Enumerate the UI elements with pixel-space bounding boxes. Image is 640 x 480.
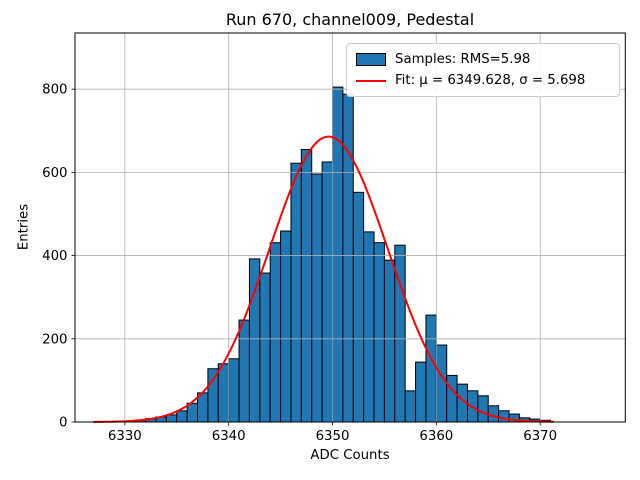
y-tick-label: 600	[42, 166, 67, 181]
histogram-bar	[363, 231, 375, 423]
histogram-swatch-icon	[356, 53, 386, 66]
y-tick-label: 800	[42, 83, 67, 98]
histogram-bar	[321, 161, 333, 423]
histogram-bar	[300, 148, 313, 423]
histogram-bar	[228, 358, 240, 423]
x-tick-label: 6360	[419, 429, 453, 444]
fit-curve	[92, 135, 555, 423]
histogram-bar	[280, 230, 292, 423]
y-tick-label: 400	[42, 249, 67, 264]
histogram-bar	[176, 410, 188, 423]
histogram-bar	[269, 242, 282, 423]
histogram-bar	[352, 191, 365, 423]
histogram-bar	[290, 162, 302, 423]
axes-spines	[74, 32, 626, 423]
histogram-bar	[238, 319, 250, 423]
histogram-bar	[311, 173, 323, 423]
legend-box: Samples: RMS=5.98 Fit: μ = 6349.628, σ =…	[346, 43, 620, 97]
histogram-bar	[207, 368, 219, 423]
chart-title: Run 670, channel009, Pedestal	[225, 10, 475, 29]
histogram-bar	[186, 402, 199, 423]
histogram-bar	[259, 272, 271, 423]
histogram-bar	[425, 314, 437, 423]
histogram-bar	[404, 390, 417, 423]
legend-label-fit: Fit: μ = 6349.628, σ = 5.698	[395, 73, 586, 88]
x-tick-label: 6370	[523, 429, 557, 444]
histogram-bar	[477, 395, 489, 423]
histogram-bar	[446, 374, 458, 423]
histogram-bar	[217, 363, 230, 423]
y-tick-label: 200	[42, 332, 67, 347]
histogram-bar	[165, 414, 178, 423]
legend-entry-samples: Samples: RMS=5.98	[356, 49, 610, 70]
histogram-bar	[435, 344, 448, 423]
histogram-bar	[383, 259, 396, 423]
histogram-bar	[373, 242, 385, 423]
histogram-bar	[498, 410, 510, 423]
histogram-bar	[415, 361, 427, 423]
legend-entry-fit: Fit: μ = 6349.628, σ = 5.698	[356, 70, 610, 91]
histogram-bar	[487, 405, 500, 423]
x-tick-label: 6330	[108, 429, 142, 444]
fit-line-swatch-icon	[356, 79, 386, 82]
legend-label-samples: Samples: RMS=5.98	[395, 52, 531, 67]
histogram-bar	[342, 93, 354, 423]
x-tick-label: 6350	[316, 429, 350, 444]
x-axis-label: ADC Counts	[310, 448, 390, 463]
x-tick-label: 6340	[212, 429, 246, 444]
y-tick-label: 0	[59, 416, 67, 431]
y-axis-label: Entries	[16, 203, 32, 251]
